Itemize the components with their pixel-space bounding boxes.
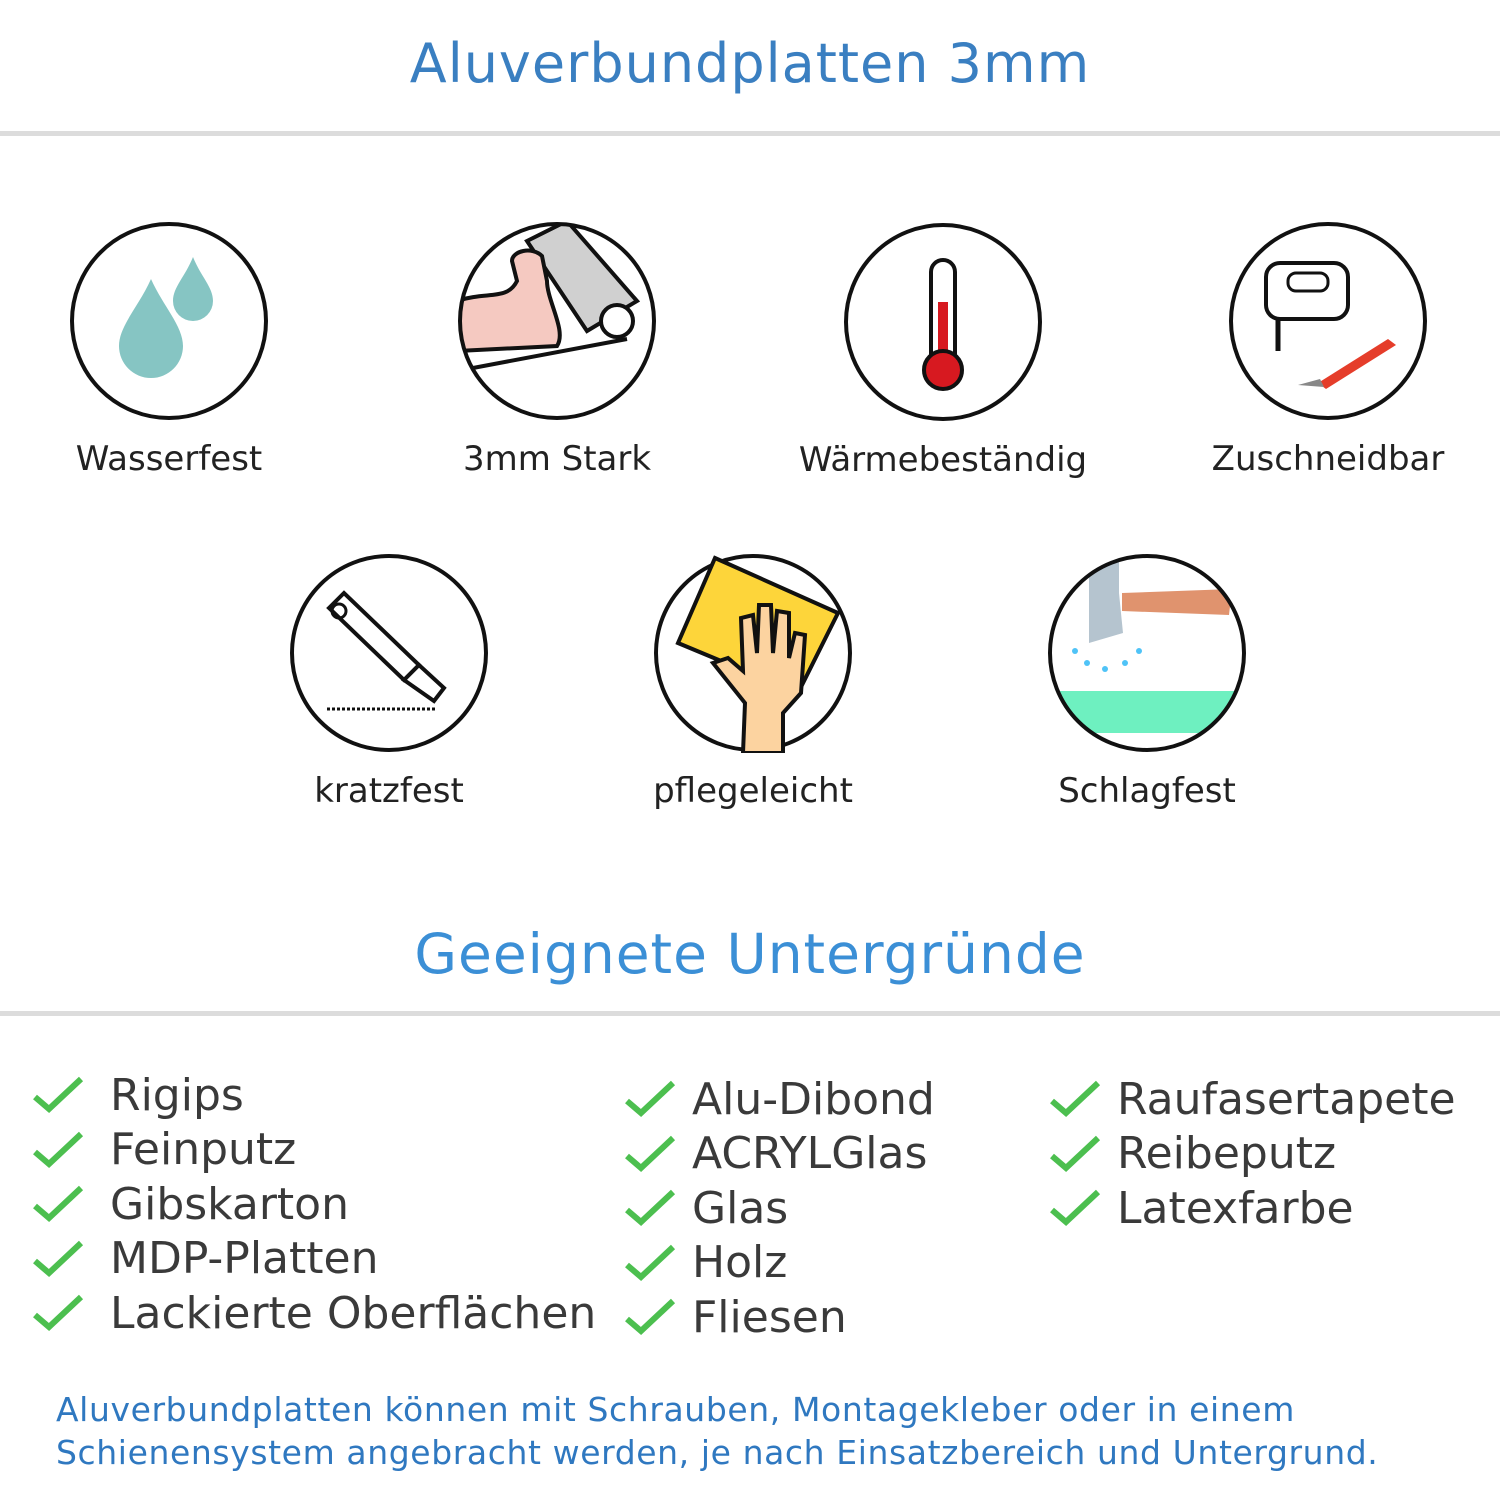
footer-line: Schienensystem angebracht werden, je nac…: [56, 1433, 1379, 1472]
cutter-knife-icon: [290, 554, 488, 752]
list-item: Glas: [625, 1181, 935, 1236]
check-icon: [625, 1081, 675, 1118]
feature-label: Wärmebeständig: [798, 440, 1088, 480]
feature-pflegeleicht: pflegeleicht: [583, 553, 923, 811]
check-icon: [33, 1186, 83, 1223]
feature-label: 3mm Stark: [462, 439, 652, 479]
list-item: Fliesen: [625, 1290, 935, 1345]
check-icon: [33, 1295, 83, 1332]
check-icon: [625, 1299, 675, 1336]
check-icon: [1050, 1081, 1100, 1118]
list-item: Gibskarton: [33, 1177, 596, 1232]
surface-list-2: Alu-Dibond ACRYLGlas Glas Holz Fliesen: [625, 1072, 935, 1345]
feature-label: Schlagfest: [1058, 771, 1236, 811]
feature-kratzfest: kratzfest: [219, 553, 559, 811]
hammer-icon: [1048, 554, 1246, 752]
surface-list-3: Raufasertapete Reibeputz Latexfarbe: [1050, 1072, 1456, 1236]
list-item: ACRYLGlas: [625, 1127, 935, 1182]
list-item: Lackierte Oberflächen: [33, 1286, 596, 1341]
check-icon: [1050, 1135, 1100, 1172]
feature-label: pflegeleicht: [653, 771, 853, 811]
list-item: MDP-Platten: [33, 1232, 596, 1287]
list-item: Feinputz: [33, 1123, 596, 1178]
feature-3mm-stark: 3mm Stark: [387, 221, 727, 479]
check-icon: [1050, 1190, 1100, 1227]
jigsaw-icon: [1229, 222, 1427, 420]
cleaning-hand-icon: [654, 554, 852, 753]
list-item: Reibeputz: [1050, 1127, 1456, 1182]
footer-line: Aluverbundplatten können mit Schrauben, …: [56, 1390, 1295, 1429]
list-item: Raufasertapete: [1050, 1072, 1456, 1127]
surface-list-1: Rigips Feinputz Gibskarton MDP-Platten L…: [33, 1068, 596, 1341]
water-drops-icon: [70, 222, 268, 420]
check-icon: [625, 1244, 675, 1281]
feature-schlagfest: Schlagfest: [977, 553, 1317, 811]
check-icon: [33, 1240, 83, 1277]
feature-zuschneidbar: Zuschneidbar: [1158, 221, 1498, 479]
list-item: Latexfarbe: [1050, 1181, 1456, 1236]
footer-note: Aluverbundplatten können mit Schrauben, …: [56, 1388, 1378, 1474]
feature-label: kratzfest: [314, 771, 464, 811]
thermometer-icon: [844, 223, 1042, 421]
feature-waermebestaendig: Wärmebeständig: [773, 222, 1113, 480]
feature-label: Wasserfest: [75, 439, 263, 479]
check-icon: [33, 1077, 83, 1114]
page-title: Aluverbundplatten 3mm: [409, 32, 1091, 95]
section-title: Geeignete Untergründe: [414, 922, 1086, 986]
list-item: Rigips: [33, 1068, 596, 1123]
list-item: Holz: [625, 1236, 935, 1291]
check-icon: [33, 1131, 83, 1168]
feature-label: Zuschneidbar: [1211, 439, 1445, 479]
feature-wasserfest: Wasserfest: [0, 221, 339, 479]
check-icon: [625, 1135, 675, 1172]
list-item: Alu-Dibond: [625, 1072, 935, 1127]
divider: [0, 131, 1500, 136]
check-icon: [625, 1190, 675, 1227]
strong-arm-icon: [458, 222, 656, 420]
divider: [0, 1011, 1500, 1016]
